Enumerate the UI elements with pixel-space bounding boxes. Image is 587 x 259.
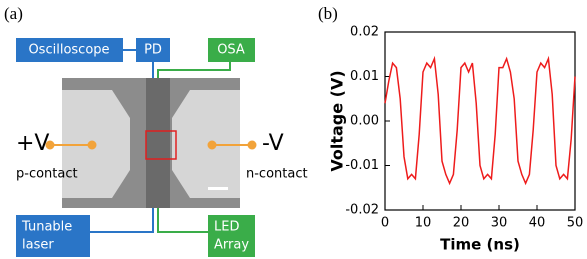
- x-axis-label: Time (ns): [440, 236, 520, 254]
- y-tick-label: -0.02: [345, 203, 379, 218]
- x-tick-label: 50: [567, 216, 584, 231]
- box-label: Oscilloscope: [28, 43, 109, 58]
- box-label: Array: [214, 238, 249, 253]
- y-axis-label: Voltage (V): [328, 70, 347, 171]
- contact-label: n-contact: [246, 167, 308, 182]
- voltage-label: -V: [262, 131, 284, 156]
- y-tick-label: 0.02: [350, 25, 379, 40]
- data-line: [385, 59, 575, 184]
- box-label: Tunable: [21, 220, 72, 235]
- x-tick-label: 10: [415, 216, 432, 231]
- y-tick-label: -0.01: [345, 158, 379, 173]
- box-label: OSA: [217, 43, 245, 58]
- figure: (a) +V p-contact -V n-contact Oscillosco…: [0, 0, 587, 259]
- panel-label: (b): [318, 4, 338, 23]
- plot-frame: [385, 32, 575, 210]
- panel-label: (a): [4, 4, 23, 23]
- y-tick-label: 0.01: [350, 69, 379, 84]
- x-tick-label: 30: [491, 216, 508, 231]
- x-tick-label: 20: [453, 216, 470, 231]
- box-label: laser: [22, 238, 54, 253]
- contact-label: p-contact: [16, 167, 78, 182]
- box-label: LED: [214, 220, 239, 235]
- voltage-label: +V: [16, 131, 49, 156]
- x-tick-label: 0: [381, 216, 389, 231]
- box-label: PD: [144, 43, 162, 58]
- x-tick-label: 40: [529, 216, 546, 231]
- y-tick-label: 0.00: [350, 114, 379, 129]
